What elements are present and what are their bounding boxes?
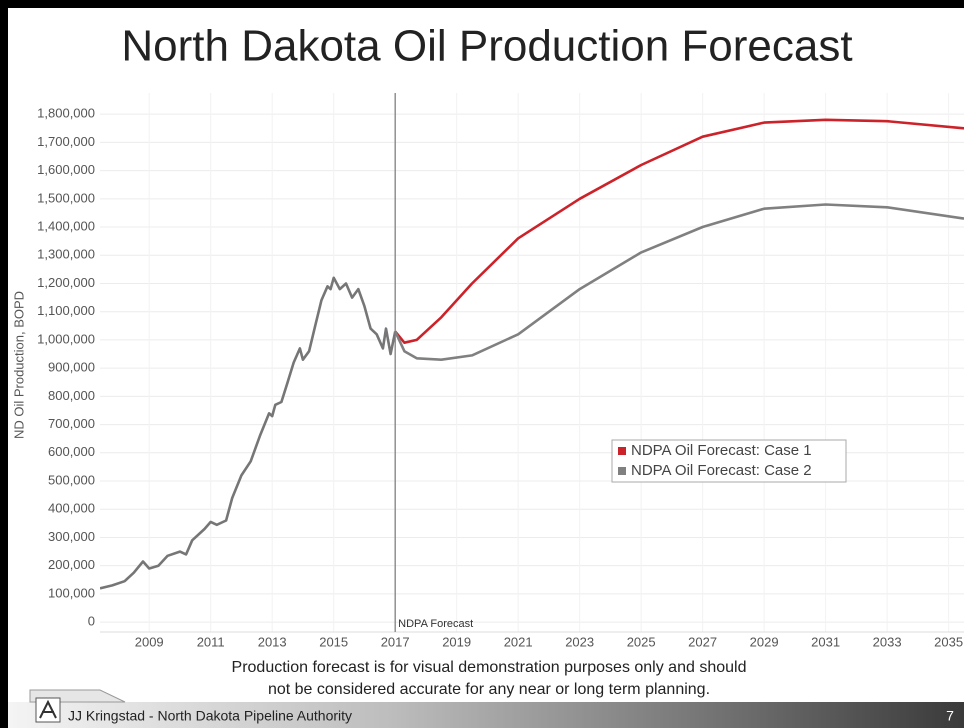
y-tick-label: 500,000 bbox=[48, 472, 95, 487]
series-line bbox=[100, 276, 397, 590]
x-tick-label: 2009 bbox=[135, 634, 164, 649]
plot: 0 100,000 200,000 300,000 400,000 500,000 600,… bbox=[37, 93, 964, 649]
x-tick-label: 2013 bbox=[258, 634, 287, 649]
y-tick-label: 100,000 bbox=[48, 585, 95, 600]
y-tick-label: 400,000 bbox=[48, 501, 95, 516]
x-tick-label: 2023 bbox=[565, 634, 594, 649]
x-tick-label: 2021 bbox=[504, 634, 533, 649]
page-number: 7 bbox=[946, 708, 954, 724]
y-tick-label: 1,600,000 bbox=[37, 162, 95, 177]
footer-author: JJ Kringstad - North Dakota Pipeline Aut… bbox=[68, 708, 352, 724]
y-tick-label: 900,000 bbox=[48, 360, 95, 375]
annotation: NDPA Forecast bbox=[398, 618, 473, 630]
footer-band bbox=[8, 702, 964, 728]
y-tick-label: 1,400,000 bbox=[37, 218, 95, 233]
y-tick-label: 200,000 bbox=[48, 557, 95, 572]
y-tick-label: 1,500,000 bbox=[37, 190, 95, 205]
legend-swatch bbox=[618, 447, 626, 455]
y-tick-label: 1,700,000 bbox=[37, 134, 95, 149]
y-tick-label: 300,000 bbox=[48, 529, 95, 544]
y-tick-label: 1,300,000 bbox=[37, 247, 95, 262]
series-group bbox=[100, 118, 964, 590]
x-tick-label: 2031 bbox=[811, 634, 840, 649]
y-tick-label: 1,000,000 bbox=[37, 331, 95, 346]
x-tick-label: 2027 bbox=[688, 634, 717, 649]
logo bbox=[35, 697, 61, 723]
legend-label: NDPA Oil Forecast: Case 2 bbox=[631, 462, 812, 479]
y-tick-label: 1,200,000 bbox=[37, 275, 95, 290]
x-tick-label: 2029 bbox=[750, 634, 779, 649]
y-tick-label: 800,000 bbox=[48, 388, 95, 403]
y-tick-label: 1,100,000 bbox=[37, 303, 95, 318]
y-axis-label: ND Oil Production, BOPD bbox=[11, 291, 26, 439]
x-tick-label: 2025 bbox=[627, 634, 656, 649]
series-line bbox=[394, 118, 964, 344]
y-tick-label: 0 bbox=[88, 614, 95, 629]
y-tick-label: 600,000 bbox=[48, 444, 95, 459]
disclaimer-line: Production forecast is for visual demons… bbox=[232, 659, 747, 676]
legend-label: NDPA Oil Forecast: Case 1 bbox=[631, 442, 812, 459]
series-line bbox=[394, 203, 964, 361]
slide-title: North Dakota Oil Production Forecast bbox=[121, 22, 852, 71]
y-tick-label: 700,000 bbox=[48, 416, 95, 431]
x-tick-label: 2011 bbox=[197, 634, 225, 649]
legend-box bbox=[611, 439, 847, 483]
x-tick-label: 2033 bbox=[873, 634, 902, 649]
x-tick-label: 2035 bbox=[934, 634, 963, 649]
legend-swatch bbox=[618, 467, 626, 475]
x-tick-label: 2015 bbox=[319, 634, 348, 649]
disclaimer-line: not be considered accurate for any near … bbox=[268, 681, 710, 698]
y-tick-label: 1,800,000 bbox=[37, 106, 95, 121]
x-tick-label: 2019 bbox=[442, 634, 471, 649]
x-tick-label: 2017 bbox=[381, 634, 410, 649]
